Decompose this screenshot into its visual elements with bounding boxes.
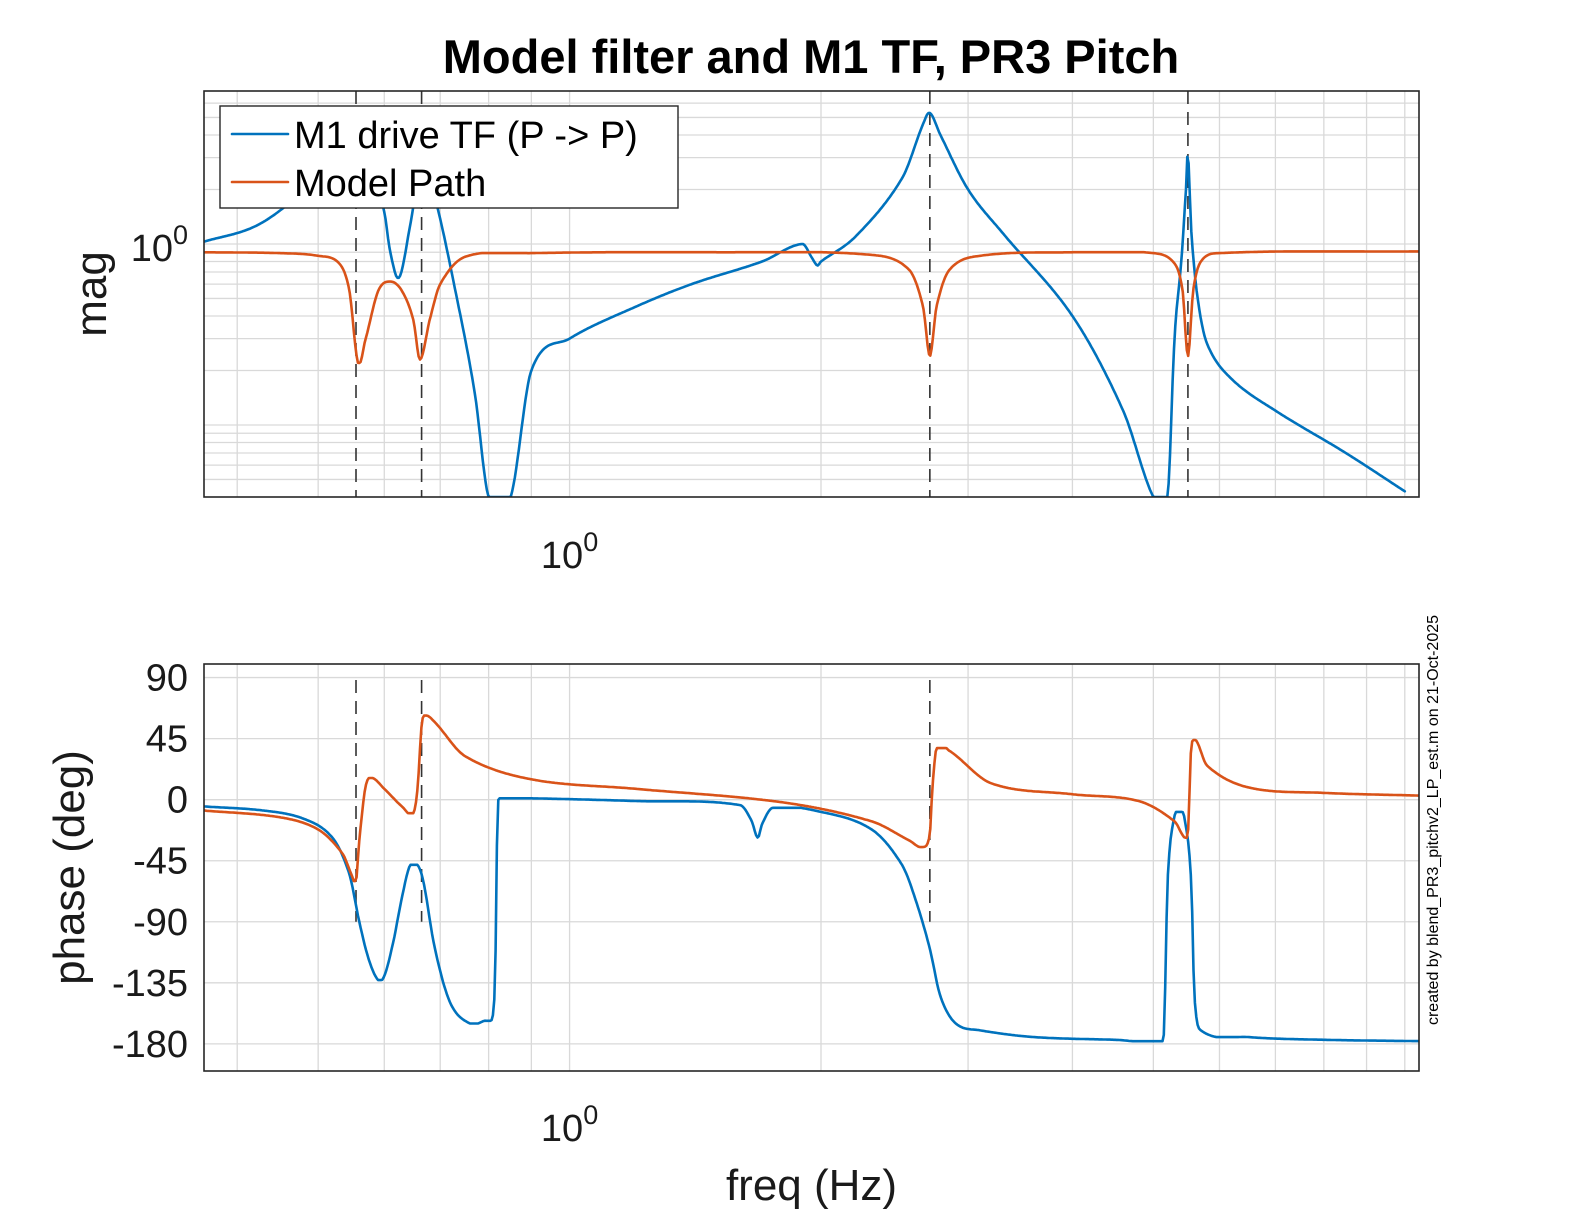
phase-y-tick-label: 45 [146,719,188,761]
magnitude-y-tick-label: 100 [131,220,188,270]
phase-y-tick-label: -135 [112,963,188,1005]
credit-text: created by blend_PR3_pitchv2_LP_est.m on… [1425,615,1442,1025]
figure-title: Model filter and M1 TF, PR3 Pitch [443,30,1179,83]
magnitude-y-tick-exponent: 0 [173,220,188,250]
magnitude-x-tick-base: 10 [541,535,583,577]
magnitude-x-tick-label: 100 [541,527,598,577]
magnitude-series-tf [204,111,1407,497]
phase-series-tf [204,797,1419,1043]
phase-grid [204,664,1419,1071]
phase-y-axis-label: phase (deg) [45,750,94,985]
phase-y-tick-label: -45 [133,841,188,883]
magnitude-x-tick-exponent: 0 [583,527,598,557]
phase-x-tick-exponent: 0 [583,1100,598,1130]
phase-x-axis-label: freq (Hz) [726,1161,897,1210]
magnitude-curves [204,111,1419,497]
magnitude-axes: 100 100 mag M1 drive TF (P -> P) Model P… [67,90,1420,577]
magnitude-series-model [204,250,1419,365]
phase-axes-frame [203,663,1420,1072]
magnitude-axes-frame [203,90,1420,498]
legend: M1 drive TF (P -> P) Model Path [219,105,679,209]
legend-entry-tf: M1 drive TF (P -> P) [294,115,638,157]
phase-x-tick-base: 10 [541,1108,583,1150]
phase-x-tick-label: 100 [541,1100,598,1150]
phase-y-tick-label: 90 [146,658,188,700]
phase-y-tick-label: 0 [167,780,188,822]
magnitude-y-tick-base: 10 [131,228,173,270]
phase-curves [204,714,1419,1043]
phase-y-tick-label: -90 [133,902,188,944]
magnitude-y-axis-label: mag [67,251,116,337]
phase-series-model [204,714,1419,883]
phase-y-tick-labels: 90 45 0 -45 -90 -135 -180 [112,658,188,1066]
phase-y-tick-label: -180 [112,1024,188,1066]
legend-box [219,105,679,209]
legend-entry-model: Model Path [294,163,486,205]
